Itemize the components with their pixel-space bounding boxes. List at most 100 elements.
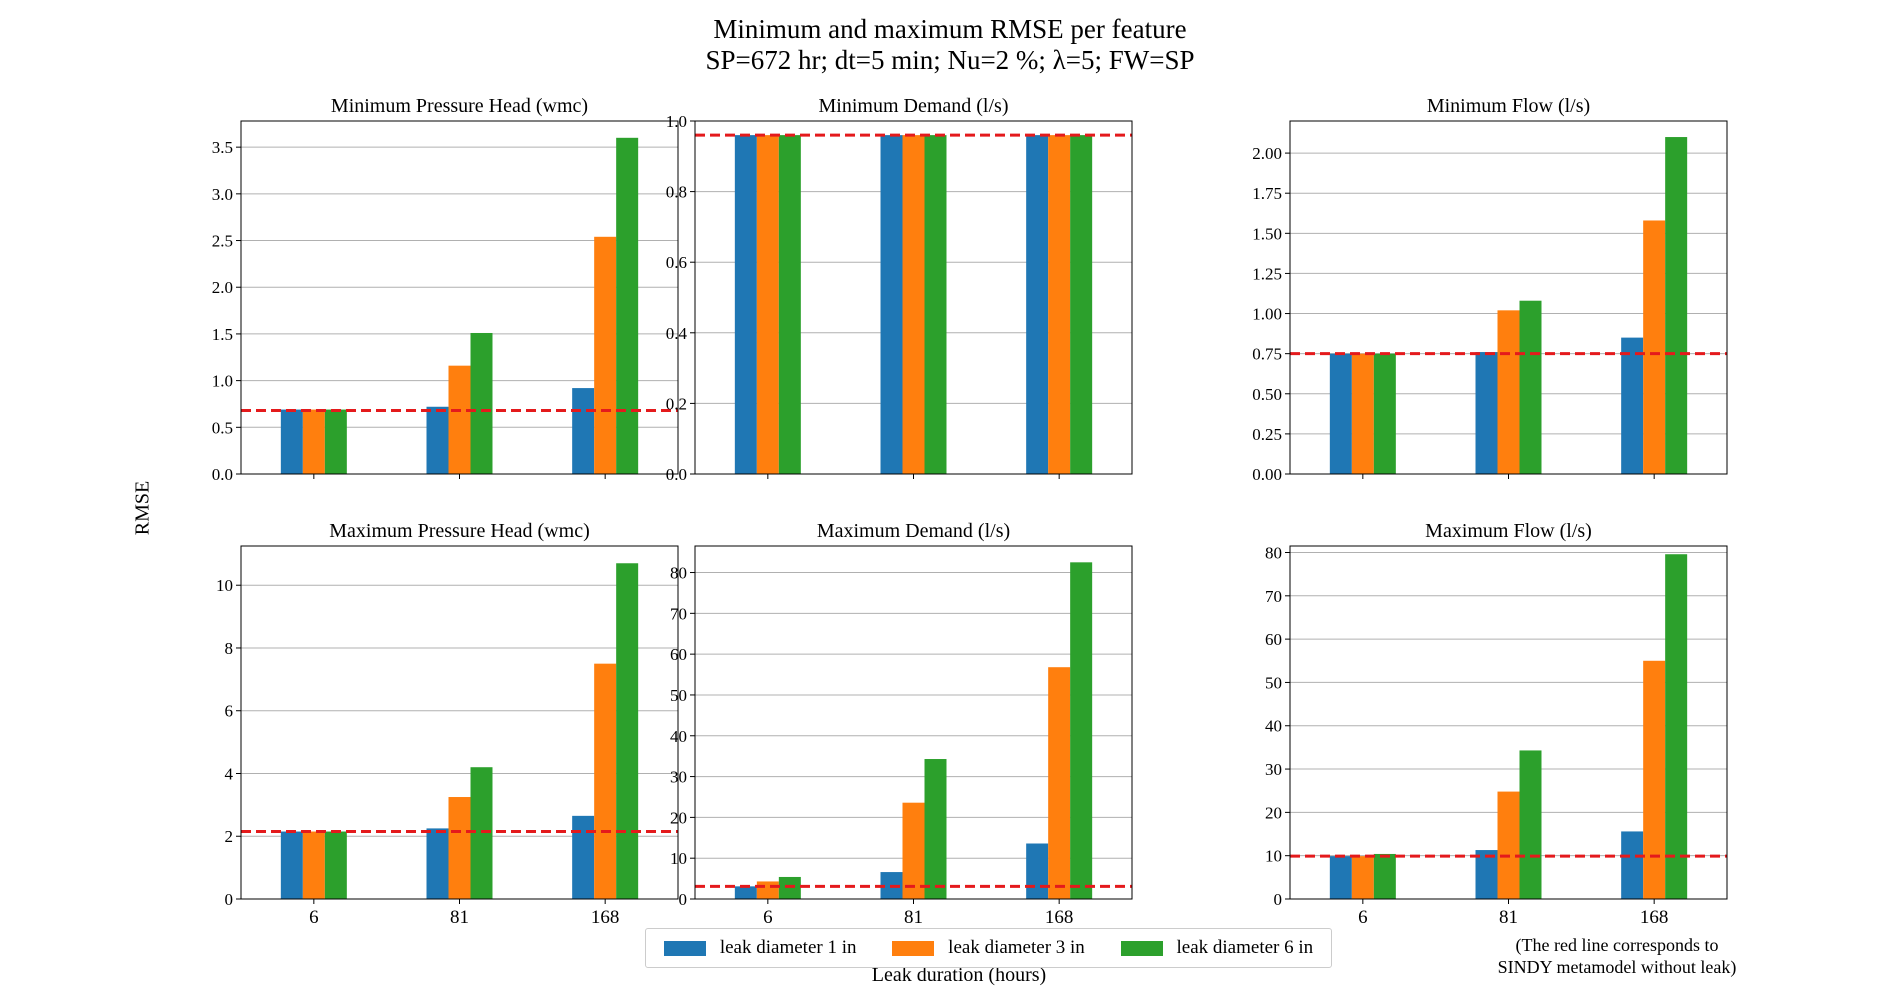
bar xyxy=(1519,300,1542,474)
y-tick-label: 1.50 xyxy=(1252,224,1282,243)
subplot-3: Minimum Flow (l/s) 0.00 0.25 0.50 0.75 1.00 1.… xyxy=(1252,95,1728,484)
y-tick-label: 1.25 xyxy=(1252,264,1282,283)
axes-frame xyxy=(240,545,679,900)
bar xyxy=(616,563,639,899)
subplot-title: Minimum Demand (l/s) xyxy=(819,95,1009,117)
y-tick-label: 6 xyxy=(225,702,234,721)
bar xyxy=(924,759,947,899)
bar xyxy=(594,663,617,899)
bar xyxy=(1621,337,1644,474)
y-tick-label: 2.5 xyxy=(212,232,233,251)
y-tick-label: 2.00 xyxy=(1252,144,1282,163)
x-tick-label: 81 xyxy=(904,907,923,928)
y-tick-label: 0.25 xyxy=(1252,425,1282,444)
y-tick-label: 0.75 xyxy=(1252,345,1282,364)
subplot-5: Maximum Demand (l/s) 0 10 20 30 40 50 60 70 80 6 81… xyxy=(670,520,1133,928)
subplot-6: Maximum Flow (l/s) 0 10 20 30 40 50 60 70 80 6 81 16… xyxy=(1265,520,1728,928)
y-tick-label: 0 xyxy=(679,890,688,909)
legend-item-3in: leak diameter 3 in xyxy=(892,937,1085,959)
bar xyxy=(426,828,449,899)
bar xyxy=(1519,750,1542,899)
bar xyxy=(470,767,493,899)
bar xyxy=(280,409,303,474)
y-tick-label: 0 xyxy=(225,890,234,909)
axes-frame xyxy=(1289,545,1728,900)
y-tick-label: 8 xyxy=(225,639,234,658)
legend-label-6in: leak diameter 6 in xyxy=(1176,937,1314,958)
y-tick-label: 0.0 xyxy=(666,465,687,484)
y-tick-label: 0.6 xyxy=(666,253,687,272)
y-tick-label: 30 xyxy=(670,768,687,787)
y-tick-label: 60 xyxy=(1265,630,1282,649)
y-tick-label: 1.75 xyxy=(1252,184,1282,203)
y-tick-label: 1.00 xyxy=(1252,305,1282,324)
bar xyxy=(302,409,325,474)
bar xyxy=(426,406,449,474)
x-tick-label: 168 xyxy=(591,907,620,928)
y-tick-label: 20 xyxy=(670,808,687,827)
y-tick-label: 4 xyxy=(225,764,234,783)
y-tick-label: 10 xyxy=(670,849,687,868)
y-tick-label: 10 xyxy=(1265,847,1282,866)
reference-line-note: (The red line corresponds to SINDY metam… xyxy=(1452,934,1782,978)
bar xyxy=(734,886,757,899)
subplot-title: Minimum Pressure Head (wmc) xyxy=(331,95,588,117)
bar xyxy=(1329,856,1352,899)
bar xyxy=(1329,353,1352,474)
figure-title-line2: SP=672 hr; dt=5 min; Nu=2 %; λ=5; FW=SP xyxy=(705,45,1195,75)
y-tick-label: 1.5 xyxy=(212,325,233,344)
bar xyxy=(1351,856,1374,899)
x-tick-label: 168 xyxy=(1045,907,1074,928)
bar xyxy=(448,797,471,899)
y-tick-label: 50 xyxy=(1265,673,1282,692)
bar xyxy=(1475,850,1498,899)
bar xyxy=(1070,135,1093,474)
figure-title-line1: Minimum and maximum RMSE per feature xyxy=(713,14,1187,44)
axes-frame xyxy=(694,545,1133,900)
y-tick-label: 0.00 xyxy=(1252,465,1282,484)
legend: leak diameter 1 in leak diameter 3 in le… xyxy=(645,928,1332,968)
y-axis-label: RMSE xyxy=(131,480,154,536)
y-tick-label: 50 xyxy=(670,686,687,705)
bar xyxy=(302,831,325,899)
x-tick-label: 6 xyxy=(1358,907,1368,928)
bar xyxy=(572,388,595,474)
subplot-title: Maximum Demand (l/s) xyxy=(817,520,1010,542)
bar xyxy=(902,802,925,899)
y-tick-label: 0.0 xyxy=(212,465,233,484)
legend-label-3in: leak diameter 3 in xyxy=(948,937,1085,958)
bar xyxy=(324,831,347,899)
subplot-title: Minimum Flow (l/s) xyxy=(1427,95,1590,117)
x-tick-label: 6 xyxy=(763,907,773,928)
bar xyxy=(616,137,639,475)
bar xyxy=(594,236,617,474)
y-tick-label: 30 xyxy=(1265,760,1282,779)
y-tick-label: 1.0 xyxy=(666,112,687,131)
bar xyxy=(880,135,903,474)
bar xyxy=(280,831,303,899)
subplot-title: Maximum Flow (l/s) xyxy=(1425,520,1592,542)
bar xyxy=(1373,353,1396,474)
subplot-2: Minimum Demand (l/s) 0.0 0.2 0.4 0.6 0.8 1.0 xyxy=(666,95,1133,484)
bar xyxy=(1026,843,1049,899)
y-tick-label: 10 xyxy=(216,576,233,595)
bar xyxy=(470,332,493,474)
y-tick-label: 3.5 xyxy=(212,138,233,157)
bar xyxy=(924,135,947,474)
bar xyxy=(572,815,595,899)
y-tick-label: 2.0 xyxy=(212,278,233,297)
legend-swatch-3in xyxy=(892,940,935,956)
bar xyxy=(778,135,801,474)
subplot-4: Maximum Pressure Head (wmc) 0 2 4 6 8 10 6 81 168 xyxy=(216,520,679,928)
x-tick-label: 6 xyxy=(309,907,319,928)
subplot-1: Minimum Pressure Head (wmc) 0.0 0.5 1.0 1.5 2… xyxy=(212,95,679,484)
axes-frame xyxy=(694,120,1133,475)
note-line2: SINDY metamodel without leak) xyxy=(1497,957,1737,977)
x-tick-label: 81 xyxy=(450,907,469,928)
bar xyxy=(1026,135,1049,474)
y-tick-label: 70 xyxy=(670,604,687,623)
bar xyxy=(1373,853,1396,899)
bar xyxy=(1665,554,1688,899)
bar xyxy=(734,135,757,474)
y-tick-label: 1.0 xyxy=(212,372,233,391)
